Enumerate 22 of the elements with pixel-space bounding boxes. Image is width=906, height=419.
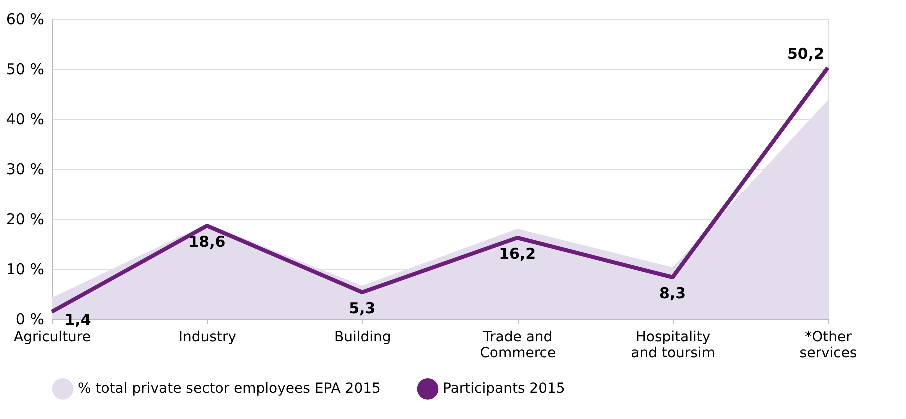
x-tick-label: Agriculture xyxy=(14,330,91,346)
x-tick-label: Industry xyxy=(178,330,236,346)
data-label: 50,2 xyxy=(787,45,825,63)
y-tick-label: 40 % xyxy=(6,110,44,128)
x-tick-label: Hospitality and toursim xyxy=(631,330,716,362)
legend-label: % total private sector employees EPA 2015 xyxy=(78,381,381,398)
y-tick-label: 60 % xyxy=(6,10,44,28)
data-label: 5,3 xyxy=(349,300,376,318)
data-label: 8,3 xyxy=(660,284,686,302)
y-tick-label: 10 % xyxy=(6,260,44,278)
y-tick-label: 30 % xyxy=(6,160,44,178)
y-tick-label: 50 % xyxy=(6,60,44,78)
line-series xyxy=(50,66,830,314)
x-tick-label: *Other services xyxy=(800,330,858,362)
data-label: 18,6 xyxy=(188,233,226,251)
data-label: 1,4 xyxy=(64,311,92,329)
legend-label: Participants 2015 xyxy=(443,381,566,398)
y-tick-label: 20 % xyxy=(6,210,44,228)
x-tick-label: Trade and Commerce xyxy=(480,330,556,362)
y-tick-label: 0 % xyxy=(16,310,44,328)
data-label: 16,2 xyxy=(499,245,536,263)
x-tick-label: Building xyxy=(334,330,392,346)
